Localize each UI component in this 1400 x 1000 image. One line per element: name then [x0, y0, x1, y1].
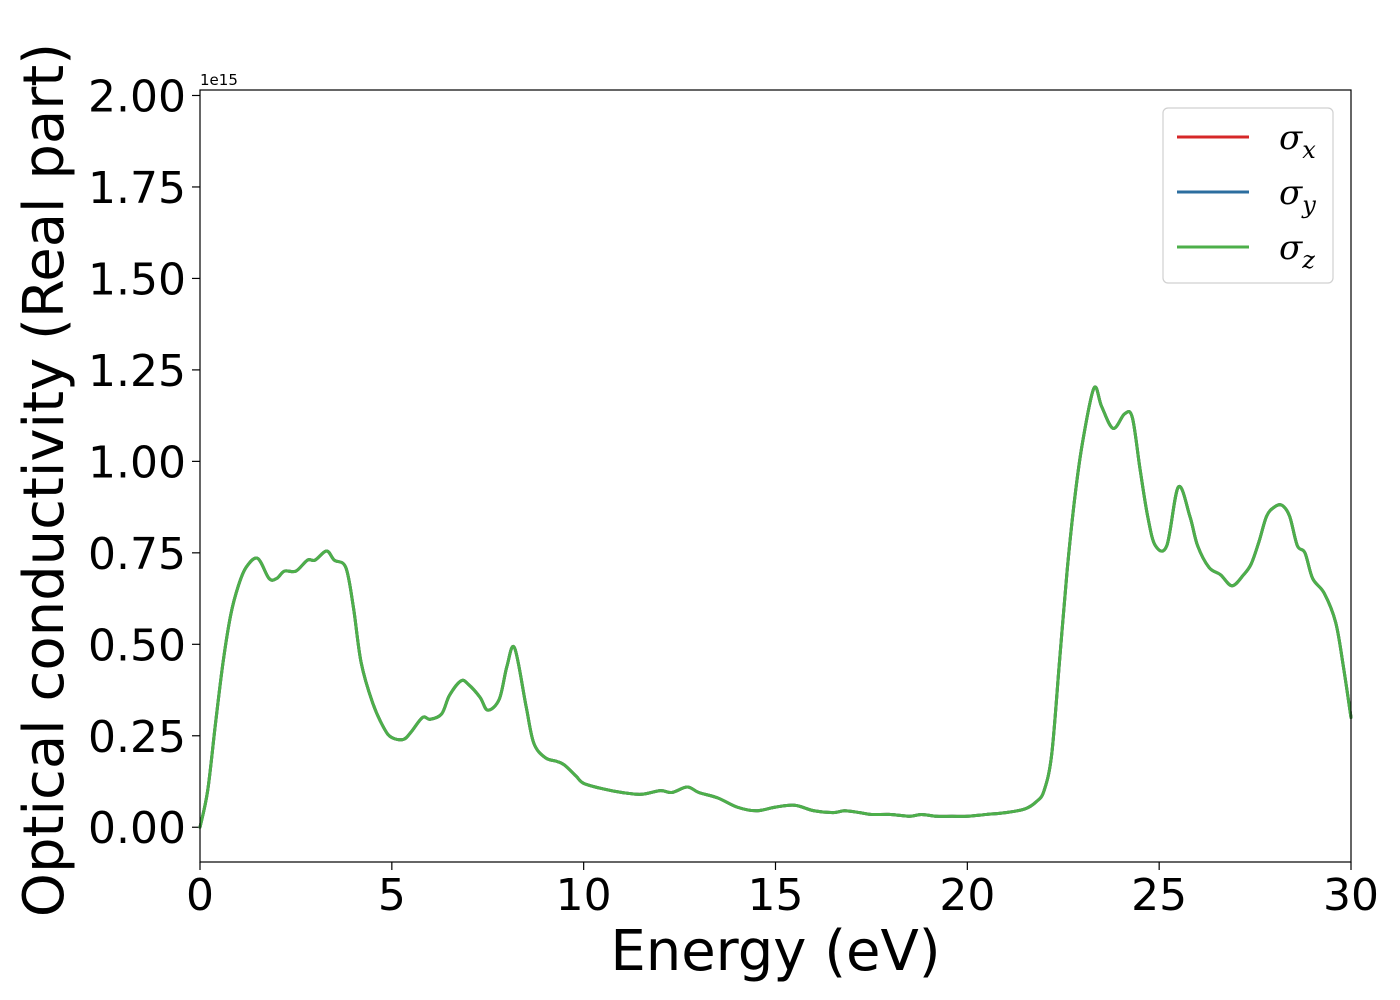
- x-tick-label: 10: [556, 870, 612, 921]
- y-tick-label: 0.00: [88, 803, 186, 854]
- y-tick-label: 1.50: [88, 254, 186, 305]
- legend-label-y: σy: [1279, 173, 1316, 219]
- x-tick-label: 15: [748, 870, 804, 921]
- y-tick-label: 2.00: [88, 71, 186, 122]
- legend-box: [1162, 107, 1334, 284]
- legend-symbol: σ: [1279, 118, 1303, 158]
- series-layer: [198, 385, 1353, 829]
- y-tick-label: 0.25: [88, 712, 186, 763]
- y-tick-label: 1.00: [88, 437, 186, 488]
- x-tick-label: 20: [939, 870, 995, 921]
- x-tick-label: 30: [1323, 870, 1379, 921]
- legend-label-x: σx: [1279, 118, 1316, 164]
- x-axis-label: Energy (eV): [610, 919, 940, 984]
- y-tick-label: 1.25: [88, 346, 186, 397]
- series-line-x: [198, 385, 1353, 829]
- y-axis-label: Optical conductivity (Real part): [12, 43, 77, 917]
- legend-subscript: z: [1301, 246, 1315, 274]
- y-axis-offset-label: 1e15: [200, 71, 238, 89]
- y-tick-label: 0.50: [88, 620, 186, 671]
- x-axis-ticks: 0 5 10 15 20 25 30: [186, 862, 1379, 921]
- legend-symbol: σ: [1279, 228, 1303, 268]
- x-tick-label: 5: [378, 870, 406, 921]
- y-tick-label: 1.75: [88, 163, 186, 214]
- y-axis-ticks: 0.00 0.25 0.50 0.75 1.00 1.25 1.50 1.75 2.00: [88, 71, 200, 854]
- series-line-z: [198, 385, 1353, 829]
- x-tick-label: 0: [186, 870, 214, 921]
- series-line-y: [198, 385, 1353, 829]
- legend-label-z: σz: [1279, 228, 1315, 274]
- legend-symbol: σ: [1279, 173, 1303, 213]
- y-tick-label: 0.75: [88, 529, 186, 580]
- legend-subscript: y: [1301, 191, 1316, 219]
- plot-frame: [199, 89, 1352, 863]
- x-tick-label: 25: [1131, 870, 1187, 921]
- legend-subscript: x: [1302, 136, 1316, 164]
